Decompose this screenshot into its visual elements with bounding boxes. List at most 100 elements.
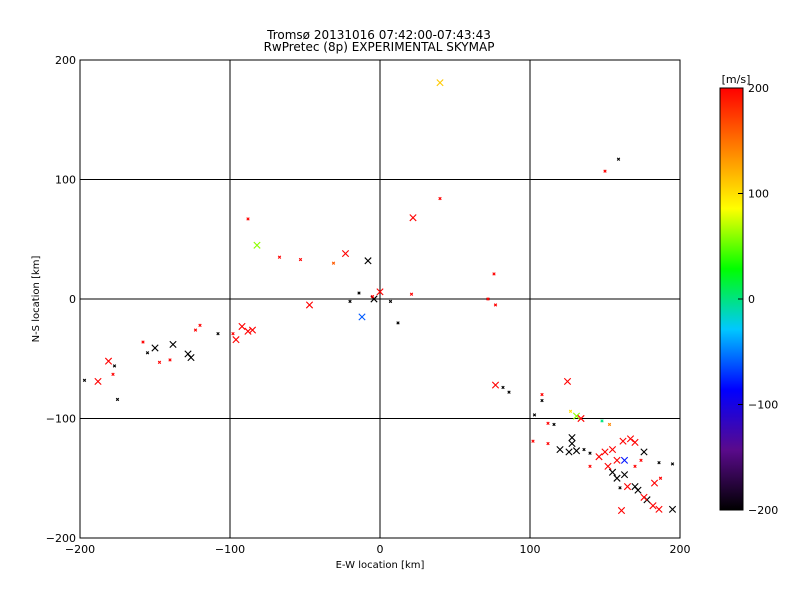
- data-point: [582, 447, 586, 452]
- x-tick-label: −100: [215, 543, 245, 556]
- data-point: [364, 257, 372, 265]
- y-tick-label: −200: [46, 532, 76, 545]
- data-point: [141, 340, 145, 344]
- data-point: [620, 471, 629, 479]
- data-point: [438, 196, 442, 201]
- data-point: [409, 292, 414, 296]
- data-point: [577, 414, 585, 423]
- data-point: [546, 421, 550, 425]
- data-point: [616, 157, 621, 161]
- x-axis-label: E-W location [km]: [336, 560, 425, 571]
- data-point: [613, 474, 621, 482]
- data-point: [540, 392, 544, 397]
- colorbar-ticks: 200 100 0 −100 −200: [738, 82, 778, 517]
- data-point: [613, 456, 621, 464]
- data-point: [617, 506, 626, 515]
- data-point: [376, 288, 384, 296]
- data-point: [370, 294, 375, 299]
- data-point: [619, 437, 627, 445]
- data-point: [253, 241, 261, 249]
- data-point: [357, 291, 361, 295]
- data-point: [658, 476, 663, 480]
- data-point: [657, 461, 661, 465]
- data-point: [507, 390, 511, 394]
- data-point: [634, 486, 642, 494]
- data-point: [388, 299, 393, 304]
- data-point: [305, 301, 314, 309]
- data-point: [608, 445, 617, 454]
- data-point: [193, 328, 198, 332]
- colorbar-tick-label: 200: [748, 82, 769, 95]
- data-point: [341, 250, 350, 258]
- x-tick-label: −200: [65, 543, 95, 556]
- x-tick-label: 100: [520, 543, 541, 556]
- data-point: [639, 458, 643, 463]
- data-point: [540, 398, 544, 403]
- chart-subtitle: RwPretec (8p) EXPERIMENTAL SKYMAP: [264, 40, 495, 54]
- data-point: [640, 448, 648, 456]
- data-point: [670, 462, 675, 466]
- data-point: [157, 360, 162, 365]
- data-point: [618, 486, 622, 490]
- data-point: [231, 331, 235, 336]
- data-point: [650, 479, 659, 487]
- data-point: [668, 505, 677, 513]
- data-point: [298, 257, 303, 262]
- data-point: [608, 468, 617, 476]
- data-point: [655, 505, 663, 513]
- colorbar-tick-label: −100: [748, 399, 778, 412]
- data-point: [552, 422, 556, 427]
- data-point: [572, 412, 581, 420]
- data-point: [563, 377, 572, 386]
- data-point: [501, 385, 505, 390]
- data-point: [169, 340, 177, 348]
- data-point: [626, 435, 635, 443]
- data-point: [620, 456, 629, 464]
- data-point: [168, 358, 172, 362]
- data-point: [531, 439, 535, 443]
- data-point: [492, 272, 496, 276]
- data-point: [216, 331, 220, 336]
- axis-ticks: −200 −100 0 100 200 −200 −100 0 100 200: [46, 54, 691, 556]
- data-point: [601, 448, 609, 456]
- data-point: [331, 261, 336, 265]
- data-point: [604, 462, 612, 470]
- data-point: [649, 502, 657, 510]
- chart-title: Tromsø 20131016 07:42:00-07:43:43: [266, 28, 491, 42]
- data-point: [187, 353, 195, 362]
- data-point: [532, 413, 537, 417]
- x-tick-label: 0: [377, 543, 384, 556]
- data-point: [115, 397, 120, 402]
- data-point: [568, 440, 576, 448]
- data-point: [603, 169, 607, 173]
- data-points: [82, 79, 677, 515]
- colorbar-tick-label: 100: [748, 188, 769, 201]
- data-point: [348, 299, 352, 304]
- data-point: [568, 434, 576, 442]
- data-point: [600, 419, 604, 423]
- data-point: [396, 321, 400, 325]
- data-point: [607, 422, 612, 427]
- data-point: [248, 326, 257, 334]
- data-point: [595, 453, 603, 461]
- data-point: [491, 381, 500, 389]
- data-point: [232, 336, 240, 344]
- data-point: [112, 364, 117, 368]
- y-tick-label: 0: [69, 293, 76, 306]
- data-point: [277, 255, 282, 259]
- data-point: [588, 451, 592, 455]
- data-point: [94, 377, 102, 386]
- colorbar-label: [m/s]: [722, 73, 751, 86]
- y-tick-label: 100: [55, 174, 76, 187]
- y-tick-label: 200: [55, 54, 76, 67]
- data-point: [145, 351, 150, 355]
- plot-frame: [79, 59, 681, 539]
- colorbar-tick-label: 0: [748, 293, 755, 306]
- data-point: [436, 79, 444, 87]
- data-point: [244, 327, 252, 335]
- data-point: [358, 313, 366, 321]
- x-tick-label: 200: [670, 543, 691, 556]
- data-point: [572, 447, 581, 455]
- data-point: [565, 448, 573, 456]
